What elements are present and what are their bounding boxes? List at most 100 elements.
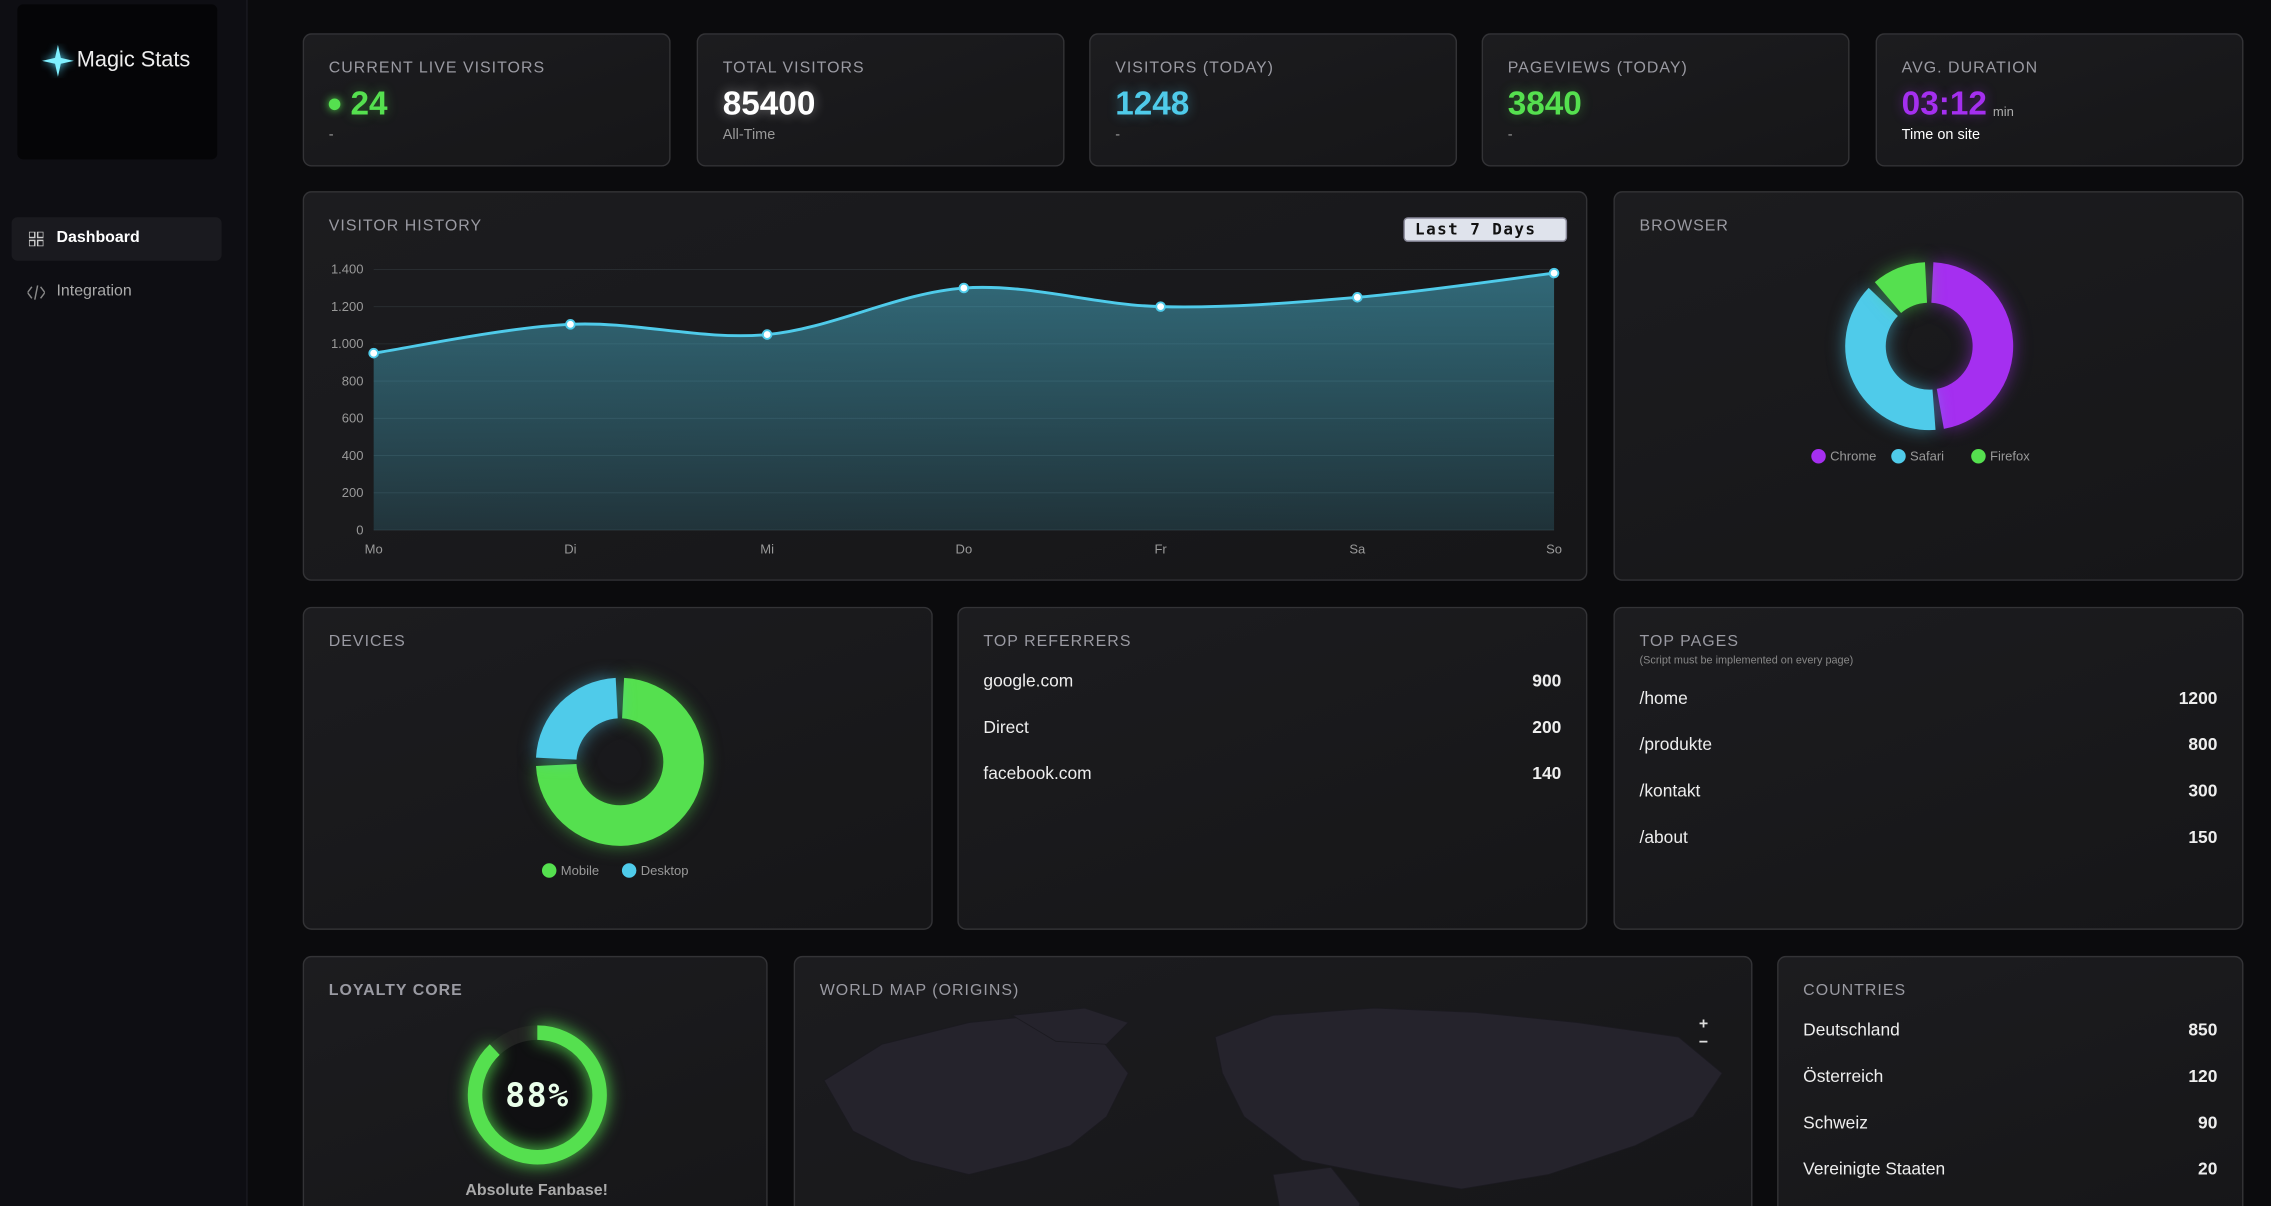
list-name: Vereinigte Staaten: [1803, 1158, 1946, 1179]
x-tick-label: Do: [956, 541, 973, 556]
live-dot: [328, 98, 341, 111]
list-name: google.com: [983, 670, 1074, 691]
x-tick-label: Mo: [365, 541, 383, 556]
doughnut-segment: [535, 677, 618, 760]
list-name: /produkte: [1639, 734, 1713, 755]
stat-label: AVG. DURATION: [1901, 59, 2039, 77]
list-value: 850: [2188, 1019, 2218, 1040]
range-select[interactable]: Last 7 Days: [1403, 217, 1568, 242]
y-tick-label: 1.400: [331, 262, 364, 277]
list-value: 800: [2188, 734, 2218, 755]
area: [373, 273, 1555, 531]
point: [1155, 301, 1166, 312]
nav-label: Dashboard: [56, 228, 140, 247]
map-card: WORLD MAP (ORIGINS) + −: [793, 955, 1753, 1206]
nav-icon: [28, 231, 44, 247]
landmass: [1272, 1166, 1361, 1206]
stat-card: PAGEVIEWS (TODAY) 3840 -: [1481, 33, 1850, 167]
pages-card: TOP PAGES (Script must be implemented on …: [1613, 606, 2244, 930]
stat-unit: min: [1992, 104, 2014, 119]
list-title: TOP REFERRERS: [983, 632, 1132, 651]
point: [565, 319, 576, 330]
landmass: [823, 1014, 1129, 1176]
gauge-arc: [467, 1025, 607, 1165]
gauge: 88%: [467, 1025, 607, 1165]
list-value: 90: [2198, 1112, 2218, 1133]
list-name: /kontakt: [1639, 780, 1701, 801]
list-name: /home: [1639, 687, 1688, 709]
list-value: 1200: [2178, 687, 2218, 709]
nav-icon: [27, 285, 45, 300]
y-tick-label: 0: [356, 522, 363, 537]
legend-swatch: [1971, 448, 1986, 464]
sidebar: Magic Stats Dashboard Integration: [0, 0, 248, 1206]
point: [368, 347, 379, 359]
nav-integration[interactable]: Integration: [12, 271, 222, 314]
chart-title: BROWSER: [1639, 217, 1729, 235]
list-value: 200: [1532, 716, 1562, 738]
doughnut-chart: Mobile Desktop: [535, 677, 704, 878]
stat-label: PAGEVIEWS (TODAY): [1507, 59, 1688, 77]
list-value: 900: [1532, 670, 1562, 691]
stat-sub: Time on site: [1901, 127, 1981, 144]
landmass: [1011, 1007, 1130, 1045]
list-subtitle: (Script must be implemented on every pag…: [1639, 653, 1854, 667]
legend-swatch: [1891, 448, 1906, 464]
x-tick-label: Fr: [1154, 541, 1167, 556]
nav-dashboard[interactable]: Dashboard: [11, 217, 222, 261]
loyalty-caption: Absolute Fanbase!: [465, 1181, 608, 1200]
stat-sub: -: [328, 127, 334, 144]
point: [1548, 267, 1560, 279]
list-title: COUNTRIES: [1803, 981, 1907, 1000]
list-name: Deutschland: [1803, 1019, 1900, 1040]
stat-value: 85400: [722, 84, 816, 122]
list-title: TOP PAGES: [1639, 632, 1739, 651]
legend-swatch: [541, 863, 557, 878]
list-name: Schweiz: [1803, 1112, 1868, 1133]
list-name: Österreich: [1803, 1065, 1884, 1087]
referrers-card: TOP REFERRERS google.com 900 Direct 200 faceb…: [957, 606, 1588, 930]
stat-value: 3840: [1507, 84, 1582, 122]
doughnut-segment: [1845, 287, 1936, 431]
landmass: [1214, 1007, 1723, 1190]
nav-label: Integration: [56, 282, 132, 300]
y-tick-label: 400: [342, 448, 364, 463]
x-tick-label: Mi: [760, 541, 774, 556]
legend-label: Safari: [1910, 449, 1944, 464]
stat-value: 1248: [1115, 84, 1190, 122]
map-title: WORLD MAP (ORIGINS): [819, 981, 1020, 1000]
y-tick-label: 1.000: [331, 336, 364, 351]
zoom-out[interactable]: −: [1698, 1034, 1709, 1052]
stat-value: 24: [350, 84, 388, 122]
stat-card: VISITORS (TODAY) 1248 -: [1089, 33, 1458, 167]
y-tick-label: 800: [342, 373, 364, 388]
zoom-in[interactable]: +: [1698, 1015, 1709, 1033]
list-value: 120: [2188, 1065, 2218, 1087]
stat-label: CURRENT LIVE VISITORS: [328, 59, 546, 77]
world-map: [823, 1007, 1723, 1206]
list-name: Direct: [983, 716, 1029, 738]
devices-card: Mobile Desktop DEVICES: [302, 606, 933, 930]
point: [1352, 292, 1363, 303]
legend-swatch: [621, 863, 637, 878]
doughnut-segment: [1931, 262, 2014, 429]
loyalty-card: LOYALTY CORE 88% Absolute Fanbase!: [302, 955, 768, 1206]
doughnut-chart: Chrome Safari Firefox: [1811, 262, 2030, 464]
stat-card: CURRENT LIVE VISITORS 24-: [302, 33, 671, 167]
x-tick-label: Di: [564, 541, 576, 556]
chart-title: DEVICES: [328, 632, 406, 651]
y-tick-label: 1.200: [331, 299, 364, 314]
brand-box: Magic Stats: [17, 4, 218, 160]
stat-card: AVG. DURATION 03:12 min Time on site: [1875, 33, 2244, 167]
chart-title: VISITOR HISTORY: [328, 217, 483, 235]
brand-icon: [42, 44, 74, 77]
legend-label: Firefox: [1990, 449, 2030, 464]
legend-label: Mobile: [561, 863, 599, 878]
stat-label: TOTAL VISITORS: [722, 59, 865, 77]
countries-card: COUNTRIES Deutschland 850 Österreich 120 Schw…: [1777, 955, 2244, 1206]
point: [761, 329, 773, 340]
x-tick-label: So: [1546, 541, 1562, 556]
list-name: facebook.com: [983, 763, 1092, 784]
line-chart: 0 200 400 600 800 1.000 1.200 1.400 Mo Di Mi Do Fr Sa…: [331, 262, 1562, 557]
